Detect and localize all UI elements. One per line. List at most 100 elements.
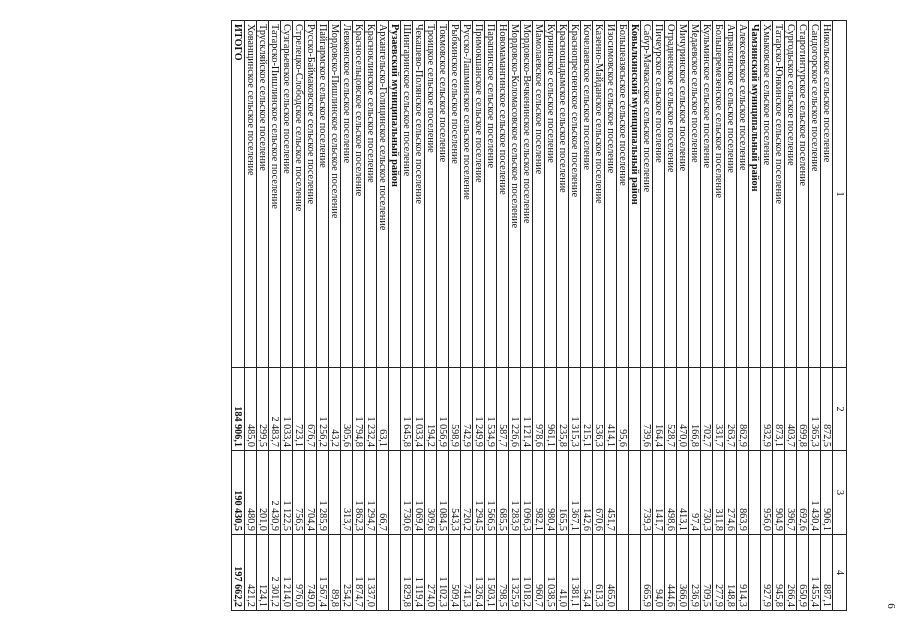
value-cell-col3: 396,7: [784, 450, 797, 535]
value-cell-col4: 927,9: [760, 534, 773, 611]
table-row: Стрелецко-Слободское сельское поселение 7…: [292, 20, 305, 611]
value-cell-col3: 498,6: [664, 450, 677, 535]
value-cell-col3: 720,2: [460, 450, 473, 535]
value-cell-col3: 904,9: [772, 450, 785, 535]
table-row: Токмовское сельское поселение 1 056,9 1 08…: [436, 20, 449, 611]
column-header-2: 2: [832, 367, 847, 451]
value-cell-col3: [748, 450, 761, 535]
value-cell-col3: 704,4: [304, 450, 317, 535]
value-cell-col3: 451,7: [604, 450, 617, 535]
value-cell-col3: 1 096,3: [520, 450, 533, 535]
value-cell-col4: 709,5: [700, 534, 713, 611]
value-cell-col4: 749,0: [304, 534, 317, 611]
value-cell-col3: 1 122,5: [280, 450, 293, 535]
value-cell-col4: 1 102,3: [436, 534, 449, 611]
value-cell-col4: 274,0: [424, 534, 437, 611]
table-row: Мамолаевское сельское поселение 978,6 982,…: [532, 20, 545, 611]
value-cell-col3: 982,1: [532, 450, 545, 535]
value-cell-col3: [616, 450, 629, 535]
value-cell-col4: 798,5: [496, 534, 509, 611]
value-cell-col2: 1 365,3: [808, 367, 821, 451]
value-cell-col2: [388, 367, 401, 451]
table-header-row: 1 2 3 4: [832, 20, 847, 611]
table-row: Примокшанское сельское поселение 1 249,9 1…: [472, 20, 485, 611]
table-row: Казенно-Майданское сельское поселение 536…: [592, 20, 605, 611]
value-cell-col2: 536,3: [592, 367, 605, 451]
settlement-name-cell: Хмыковское сельское поселение: [760, 20, 773, 368]
table-row: Медаевское сельское поселение 166,8 97,4 23…: [688, 20, 701, 611]
table-row: Сузгарьевское сельское поселение 1 033,4 1…: [280, 20, 293, 611]
value-cell-col3: 309,6: [424, 450, 437, 535]
value-cell-col4: 1 326,4: [472, 534, 485, 611]
table-row: Парапинское сельское поселение 1 534,9 1 5…: [484, 20, 497, 611]
value-cell-col4: 2 301,2: [268, 534, 281, 611]
value-cell-col3: 141,7: [652, 450, 665, 535]
value-cell-col2: 699,8: [796, 367, 809, 451]
value-cell-col4: 960,7: [532, 534, 545, 611]
table-row: Красносельцовское сельское поселение 1 79…: [352, 20, 365, 611]
value-cell-col4: 945,8: [772, 534, 785, 611]
value-cell-col2: 1 249,9: [472, 367, 485, 451]
value-cell-col4: 1 325,9: [508, 534, 521, 611]
value-cell-col3: 313,7: [340, 450, 353, 535]
settlement-name-cell: Русско-Лашминское сельское поселение: [460, 20, 473, 368]
settlement-name-cell: Чекашево-Полянское сельское поселение: [412, 20, 425, 368]
value-cell-col3: 980,4: [544, 450, 557, 535]
settlement-name-cell: Казенно-Майданское сельское поселение: [592, 20, 605, 368]
value-cell-col3: 685,5: [496, 450, 509, 535]
table-row: Никольское сельское поселение 872,5 906,1 8…: [820, 20, 833, 611]
settlement-name-cell: Медаевское сельское поселение: [688, 20, 701, 368]
value-cell-col3: 311,8: [712, 450, 725, 535]
value-cell-col4: 41,0: [556, 534, 569, 611]
value-cell-col4: 148,8: [724, 534, 737, 611]
settlement-name-cell: Апраксинское сельское поселение: [724, 20, 737, 368]
value-cell-col3: 1 285,9: [316, 450, 329, 535]
value-cell-col4: 509,4: [448, 534, 461, 611]
table-row: Трускляйское сельское поселение 299,5 201,…: [256, 20, 269, 611]
settlement-name-cell: Русско-Баймаковское сельское поселение: [304, 20, 317, 368]
table-row: Апраксинское сельское поселение 263,7 274,…: [724, 20, 737, 611]
table-row: Татарско-Пишлинское сельское поселение 2 …: [268, 20, 281, 611]
value-cell-col2: 403,7: [784, 367, 797, 451]
budget-table: 1 2 3 4 Никольское сельское поселение 872…: [231, 20, 847, 611]
settlement-name-cell: Кочелаевское сельское поселение: [580, 20, 593, 368]
value-cell-col4: 1 214,0: [280, 534, 293, 611]
table-row: Рыбкинское сельское поселение 598,9 543,3 5…: [448, 20, 461, 611]
settlement-name-cell: Сабур-Мачкасское сельское поселение: [640, 20, 653, 368]
value-cell-col3: 692,6: [796, 450, 809, 535]
value-cell-col3: 730,3: [700, 450, 713, 535]
settlement-name-cell: Левженское сельское поселение: [340, 20, 353, 368]
value-cell-col3: 906,1: [820, 450, 833, 535]
value-cell-col4: 613,3: [592, 534, 605, 611]
settlement-name-cell: Ковылкинский муниципальный район: [628, 20, 641, 368]
value-cell-col4: 254,2: [340, 534, 353, 611]
value-cell-col2: 43,2: [328, 367, 341, 451]
value-cell-col4: 1 503,1: [484, 534, 497, 611]
table-row: Хмыковское сельское поселение 932,9 956,0 9…: [760, 20, 773, 611]
settlement-name-cell: Троицкое сельское поселение: [424, 20, 437, 368]
settlement-name-cell: Отрадненское сельское поселение: [664, 20, 677, 368]
value-cell-col3: 543,3: [448, 450, 461, 535]
settlement-name-cell: Красноклинское сельское поселение: [364, 20, 377, 368]
value-cell-col4: 741,3: [460, 534, 473, 611]
value-cell-col2: 1 256,2: [316, 367, 329, 451]
settlement-name-cell: Стрелецко-Слободское сельское поселение: [292, 20, 305, 368]
settlement-name-cell: Краснопресненское сельское поселение: [568, 20, 581, 368]
value-cell-col2: 1 226,6: [508, 367, 521, 451]
settlement-name-cell: Изосимовское сельское поселение: [604, 20, 617, 368]
value-cell-col3: 165,5: [556, 450, 569, 535]
value-cell-col4: [748, 534, 761, 611]
value-cell-col3: 1 084,5: [436, 450, 449, 535]
district-header-row: Чамзинский муниципальный район: [748, 20, 761, 611]
value-cell-col4: 421,2: [244, 534, 257, 611]
table-row: Красноклинское сельское поселение 1 232,4…: [364, 20, 377, 611]
value-cell-col4: 1 038,5: [544, 534, 557, 611]
table-row: Новомамангинское сельское поселение 587,7…: [496, 20, 509, 611]
value-cell-col3: 2 430,9: [268, 450, 281, 535]
rotated-table-container: 1 2 3 4 Никольское сельское поселение 872…: [64, 20, 847, 611]
table-row: Шингаринское сельское поселение 1 645,8 1 …: [400, 20, 413, 611]
value-cell-col3: 1 069,4: [412, 450, 425, 535]
value-cell-col2: 164,4: [652, 367, 665, 451]
value-cell-col3: [628, 450, 641, 535]
